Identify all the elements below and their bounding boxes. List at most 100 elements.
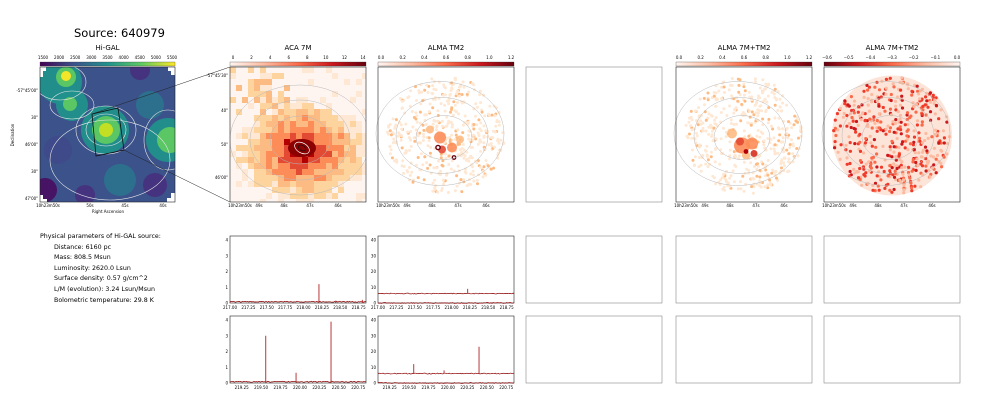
resid-speckle: [902, 178, 906, 182]
aca7m-pixel: [254, 79, 260, 85]
tm2-speckle: [388, 129, 392, 133]
resid-speckle: [918, 97, 922, 101]
combo-speckle: [728, 184, 732, 188]
resid-speckle: [898, 113, 903, 117]
tm2-speckle: [443, 93, 447, 97]
resid-speckle: [846, 103, 850, 107]
tm2-speckle: [447, 163, 451, 166]
spec_aca_1-x-tick: 218.50: [333, 305, 347, 310]
resid-speckle: [888, 148, 893, 152]
aca7m-pixel: [260, 181, 266, 187]
aca7m-pixel: [332, 73, 338, 79]
aca7m-pixel: [278, 127, 284, 133]
combo-speckle: [687, 120, 691, 124]
resid-speckle: [901, 140, 905, 144]
combo-speckle: [742, 160, 746, 164]
tm2-speckle: [414, 111, 418, 115]
spec_tm2_2-x-tick: 219.50: [402, 385, 416, 390]
tm2-speckle: [414, 163, 418, 167]
aca7m-pixel: [314, 115, 320, 121]
aca7m-pixel: [260, 115, 266, 121]
combo-speckle: [787, 152, 791, 156]
spec_tm2_1-x-tick: 218.50: [481, 305, 495, 310]
aca7m-pixel: [308, 127, 314, 133]
tm2-speckle: [501, 131, 505, 135]
aca7m-pixel: [248, 103, 254, 109]
tm2-speckle: [420, 152, 423, 156]
tm2-speckle: [400, 127, 404, 131]
resid-speckle: [856, 170, 860, 174]
resid-speckle: [906, 128, 910, 132]
aca7m-pixel: [332, 139, 338, 145]
tm2-speckle: [487, 112, 490, 116]
aca7m-image: [230, 67, 366, 202]
higal-emission-blob: [136, 91, 164, 119]
combo-speckle: [787, 169, 791, 173]
aca7m-pixel: [332, 121, 338, 127]
aca7m-pixel: [296, 181, 302, 187]
combo-speckle: [719, 148, 723, 152]
aca7m-pixel: [266, 175, 272, 181]
combo-speckle: [709, 114, 713, 117]
combo-speckle: [688, 132, 691, 136]
resid-speckle: [910, 93, 914, 97]
resid-speckle: [906, 122, 910, 127]
aca7m-pixel: [266, 151, 272, 157]
tm2-speckle: [422, 128, 426, 132]
resid-speckle: [889, 98, 893, 103]
aca7m-pixel: [284, 187, 290, 193]
aca7m-pixel: [254, 157, 260, 163]
colorbar-tick-aca7m: 8: [306, 55, 309, 60]
aca7m-pixel: [356, 133, 362, 139]
spec_tm2_1-x-tick: 218.75: [500, 305, 514, 310]
spec_tm2_2-x-tick: 220.00: [441, 385, 455, 390]
spec_aca_2-x-tick: 220.25: [312, 385, 326, 390]
combo-speckle: [753, 103, 757, 107]
combo-speckle: [720, 97, 723, 100]
combo-speckle: [704, 162, 708, 166]
combo-speckle: [785, 148, 789, 152]
aca7m-pixel: [236, 85, 242, 91]
aca7m-pixel: [266, 121, 272, 127]
spec_aca_2-x-tick: 219.25: [235, 385, 249, 390]
resid-speckle: [877, 188, 881, 192]
combo-speckle: [739, 180, 742, 184]
tm2-speckle: [472, 133, 476, 137]
tm2-speckle: [410, 110, 414, 113]
aca7m-pixel: [296, 193, 302, 199]
combo-speckle: [743, 135, 747, 139]
resid-speckle: [918, 139, 922, 143]
spec_tm2_1-x-tick: 217.00: [371, 305, 385, 310]
aca7m-pixel: [284, 145, 290, 151]
combo-speckle: [698, 97, 702, 101]
combo-speckle: [730, 94, 734, 98]
combo-speckle: [772, 147, 776, 151]
combo-peak: [743, 149, 749, 154]
aca7m-pixel: [356, 139, 362, 145]
aca7m-pixel: [326, 103, 332, 109]
tm2-speckle: [393, 126, 397, 130]
tm2-speckle: [403, 151, 407, 155]
aca7m-pixel: [362, 169, 366, 175]
combo-speckle: [696, 123, 700, 127]
spec_tm2_1-x-tick: 218.00: [445, 305, 459, 310]
resid-speckle: [833, 126, 838, 130]
param-distance: Distance: 6160 pc: [54, 243, 112, 251]
aca7m-contour: [230, 84, 366, 196]
tm2-emission: [426, 125, 434, 134]
tm2-speckle: [426, 166, 430, 170]
aca7m-pixel: [272, 109, 278, 115]
resid-speckle: [888, 164, 892, 168]
aca7m-pixel: [362, 109, 366, 115]
aca7m-pixel: [302, 67, 308, 73]
resid-speckle: [892, 162, 896, 166]
tm2-speckle: [428, 151, 432, 155]
aca7m-pixel: [260, 91, 266, 97]
combo-speckle: [749, 123, 753, 127]
tm2-speckle: [390, 156, 394, 160]
combo-speckle: [779, 162, 783, 166]
combo-speckle: [733, 108, 737, 112]
combo-speckle: [747, 90, 751, 94]
combo-speckle: [755, 134, 759, 138]
param-bolometric-temp: Bolometric temperature: 29.8 K: [54, 296, 154, 304]
